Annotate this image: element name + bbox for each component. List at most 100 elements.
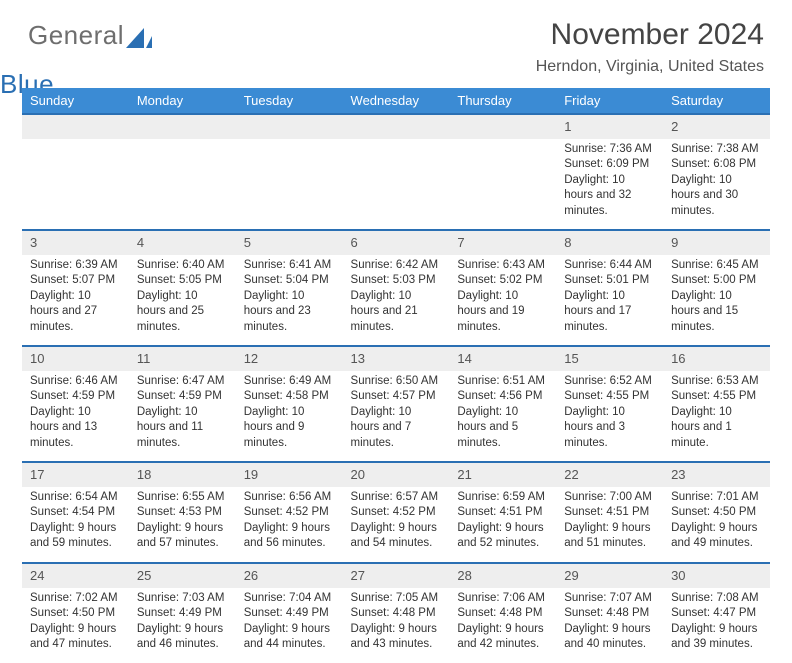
calendar: Sunday Monday Tuesday Wednesday Thursday… (22, 88, 770, 663)
day-content-cell: Sunrise: 6:39 AMSunset: 5:07 PMDaylight:… (22, 255, 129, 347)
day-content: Sunrise: 6:42 AMSunset: 5:03 PMDaylight:… (343, 255, 450, 346)
day-content-cell: Sunrise: 6:55 AMSunset: 4:53 PMDaylight:… (129, 487, 236, 563)
day-number-cell: 17 (22, 462, 129, 487)
sunset-line: Sunset: 4:51 PM (564, 505, 655, 521)
weekday-header: Tuesday (236, 88, 343, 114)
day-content: Sunrise: 6:57 AMSunset: 4:52 PMDaylight:… (343, 487, 450, 562)
daylight-line: Daylight: 10 hours and 11 minutes. (137, 405, 228, 452)
day-number-cell: 2 (663, 114, 770, 139)
day-content-cell: Sunrise: 7:38 AMSunset: 6:08 PMDaylight:… (663, 139, 770, 231)
day-number: 6 (343, 231, 450, 255)
logo: General Blue (28, 20, 152, 82)
day-number: 19 (236, 463, 343, 487)
day-content: Sunrise: 6:49 AMSunset: 4:58 PMDaylight:… (236, 371, 343, 462)
daylight-line: Daylight: 10 hours and 15 minutes. (671, 289, 762, 336)
daylight-line: Daylight: 9 hours and 42 minutes. (457, 622, 548, 653)
day-number: 10 (22, 347, 129, 371)
week-content-row: Sunrise: 6:54 AMSunset: 4:54 PMDaylight:… (22, 487, 770, 563)
sunrise-line: Sunrise: 6:53 AM (671, 374, 762, 390)
day-content: Sunrise: 6:56 AMSunset: 4:52 PMDaylight:… (236, 487, 343, 562)
empty-day (449, 114, 556, 139)
day-number-cell: 10 (22, 346, 129, 371)
sunset-line: Sunset: 5:01 PM (564, 273, 655, 289)
empty-day (343, 114, 450, 139)
day-number: 24 (22, 564, 129, 588)
sunset-line: Sunset: 6:09 PM (564, 157, 655, 173)
day-content: Sunrise: 6:46 AMSunset: 4:59 PMDaylight:… (22, 371, 129, 462)
daylight-line: Daylight: 10 hours and 5 minutes. (457, 405, 548, 452)
day-content-cell: Sunrise: 6:49 AMSunset: 4:58 PMDaylight:… (236, 371, 343, 463)
day-content: Sunrise: 6:55 AMSunset: 4:53 PMDaylight:… (129, 487, 236, 562)
day-content-cell: Sunrise: 7:02 AMSunset: 4:50 PMDaylight:… (22, 588, 129, 663)
day-number: 18 (129, 463, 236, 487)
day-content: Sunrise: 7:38 AMSunset: 6:08 PMDaylight:… (663, 139, 770, 230)
day-number-cell: 24 (22, 563, 129, 588)
day-content: Sunrise: 7:01 AMSunset: 4:50 PMDaylight:… (663, 487, 770, 562)
week-daynum-row: 3456789 (22, 230, 770, 255)
day-content-cell: Sunrise: 7:04 AMSunset: 4:49 PMDaylight:… (236, 588, 343, 663)
day-number: 7 (449, 231, 556, 255)
day-number: 4 (129, 231, 236, 255)
day-content-cell: Sunrise: 6:59 AMSunset: 4:51 PMDaylight:… (449, 487, 556, 563)
day-content-cell: Sunrise: 7:01 AMSunset: 4:50 PMDaylight:… (663, 487, 770, 563)
sunrise-line: Sunrise: 7:36 AM (564, 142, 655, 158)
day-number-cell: 9 (663, 230, 770, 255)
daylight-line: Daylight: 9 hours and 54 minutes. (351, 521, 442, 552)
day-content: Sunrise: 7:06 AMSunset: 4:48 PMDaylight:… (449, 588, 556, 663)
daylight-line: Daylight: 9 hours and 40 minutes. (564, 622, 655, 653)
title-location: Herndon, Virginia, United States (536, 58, 764, 76)
sunrise-line: Sunrise: 6:55 AM (137, 490, 228, 506)
day-number: 5 (236, 231, 343, 255)
sunrise-line: Sunrise: 6:47 AM (137, 374, 228, 390)
empty-day-content (236, 139, 343, 231)
day-number: 23 (663, 463, 770, 487)
day-content: Sunrise: 7:02 AMSunset: 4:50 PMDaylight:… (22, 588, 129, 663)
daylight-line: Daylight: 9 hours and 47 minutes. (30, 622, 121, 653)
day-number: 9 (663, 231, 770, 255)
daylight-line: Daylight: 9 hours and 57 minutes. (137, 521, 228, 552)
sunrise-line: Sunrise: 7:06 AM (457, 591, 548, 607)
day-number-cell: 19 (236, 462, 343, 487)
logo-sail-icon (126, 28, 152, 48)
daylight-line: Daylight: 9 hours and 44 minutes. (244, 622, 335, 653)
day-content: Sunrise: 6:59 AMSunset: 4:51 PMDaylight:… (449, 487, 556, 562)
day-content: Sunrise: 7:07 AMSunset: 4:48 PMDaylight:… (556, 588, 663, 663)
sunset-line: Sunset: 4:50 PM (671, 505, 762, 521)
day-number-cell: 16 (663, 346, 770, 371)
daylight-line: Daylight: 10 hours and 9 minutes. (244, 405, 335, 452)
sunset-line: Sunset: 4:49 PM (244, 606, 335, 622)
sunset-line: Sunset: 5:07 PM (30, 273, 121, 289)
week-content-row: Sunrise: 7:02 AMSunset: 4:50 PMDaylight:… (22, 588, 770, 663)
daylight-line: Daylight: 10 hours and 30 minutes. (671, 173, 762, 220)
day-content: Sunrise: 6:51 AMSunset: 4:56 PMDaylight:… (449, 371, 556, 462)
week-daynum-row: 10111213141516 (22, 346, 770, 371)
day-content-cell: Sunrise: 7:08 AMSunset: 4:47 PMDaylight:… (663, 588, 770, 663)
sunset-line: Sunset: 5:03 PM (351, 273, 442, 289)
sunset-line: Sunset: 4:51 PM (457, 505, 548, 521)
day-number-cell: 7 (449, 230, 556, 255)
daylight-line: Daylight: 9 hours and 56 minutes. (244, 521, 335, 552)
day-content-cell: Sunrise: 6:51 AMSunset: 4:56 PMDaylight:… (449, 371, 556, 463)
day-number: 11 (129, 347, 236, 371)
day-content: Sunrise: 6:50 AMSunset: 4:57 PMDaylight:… (343, 371, 450, 462)
sunrise-line: Sunrise: 7:07 AM (564, 591, 655, 607)
day-number-cell: 14 (449, 346, 556, 371)
daylight-line: Daylight: 10 hours and 1 minute. (671, 405, 762, 452)
day-number-cell: 22 (556, 462, 663, 487)
day-content-cell: Sunrise: 6:50 AMSunset: 4:57 PMDaylight:… (343, 371, 450, 463)
daylight-line: Daylight: 9 hours and 39 minutes. (671, 622, 762, 653)
day-content: Sunrise: 7:36 AMSunset: 6:09 PMDaylight:… (556, 139, 663, 230)
week-content-row: Sunrise: 6:39 AMSunset: 5:07 PMDaylight:… (22, 255, 770, 347)
day-number-cell: 12 (236, 346, 343, 371)
sunrise-line: Sunrise: 6:40 AM (137, 258, 228, 274)
sunrise-line: Sunrise: 7:38 AM (671, 142, 762, 158)
calendar-table: Sunday Monday Tuesday Wednesday Thursday… (22, 88, 770, 663)
day-content-cell: Sunrise: 7:05 AMSunset: 4:48 PMDaylight:… (343, 588, 450, 663)
sunset-line: Sunset: 4:52 PM (244, 505, 335, 521)
day-number: 28 (449, 564, 556, 588)
day-content: Sunrise: 7:04 AMSunset: 4:49 PMDaylight:… (236, 588, 343, 663)
day-content-cell: Sunrise: 7:36 AMSunset: 6:09 PMDaylight:… (556, 139, 663, 231)
sunrise-line: Sunrise: 6:52 AM (564, 374, 655, 390)
day-number: 12 (236, 347, 343, 371)
sunrise-line: Sunrise: 6:54 AM (30, 490, 121, 506)
